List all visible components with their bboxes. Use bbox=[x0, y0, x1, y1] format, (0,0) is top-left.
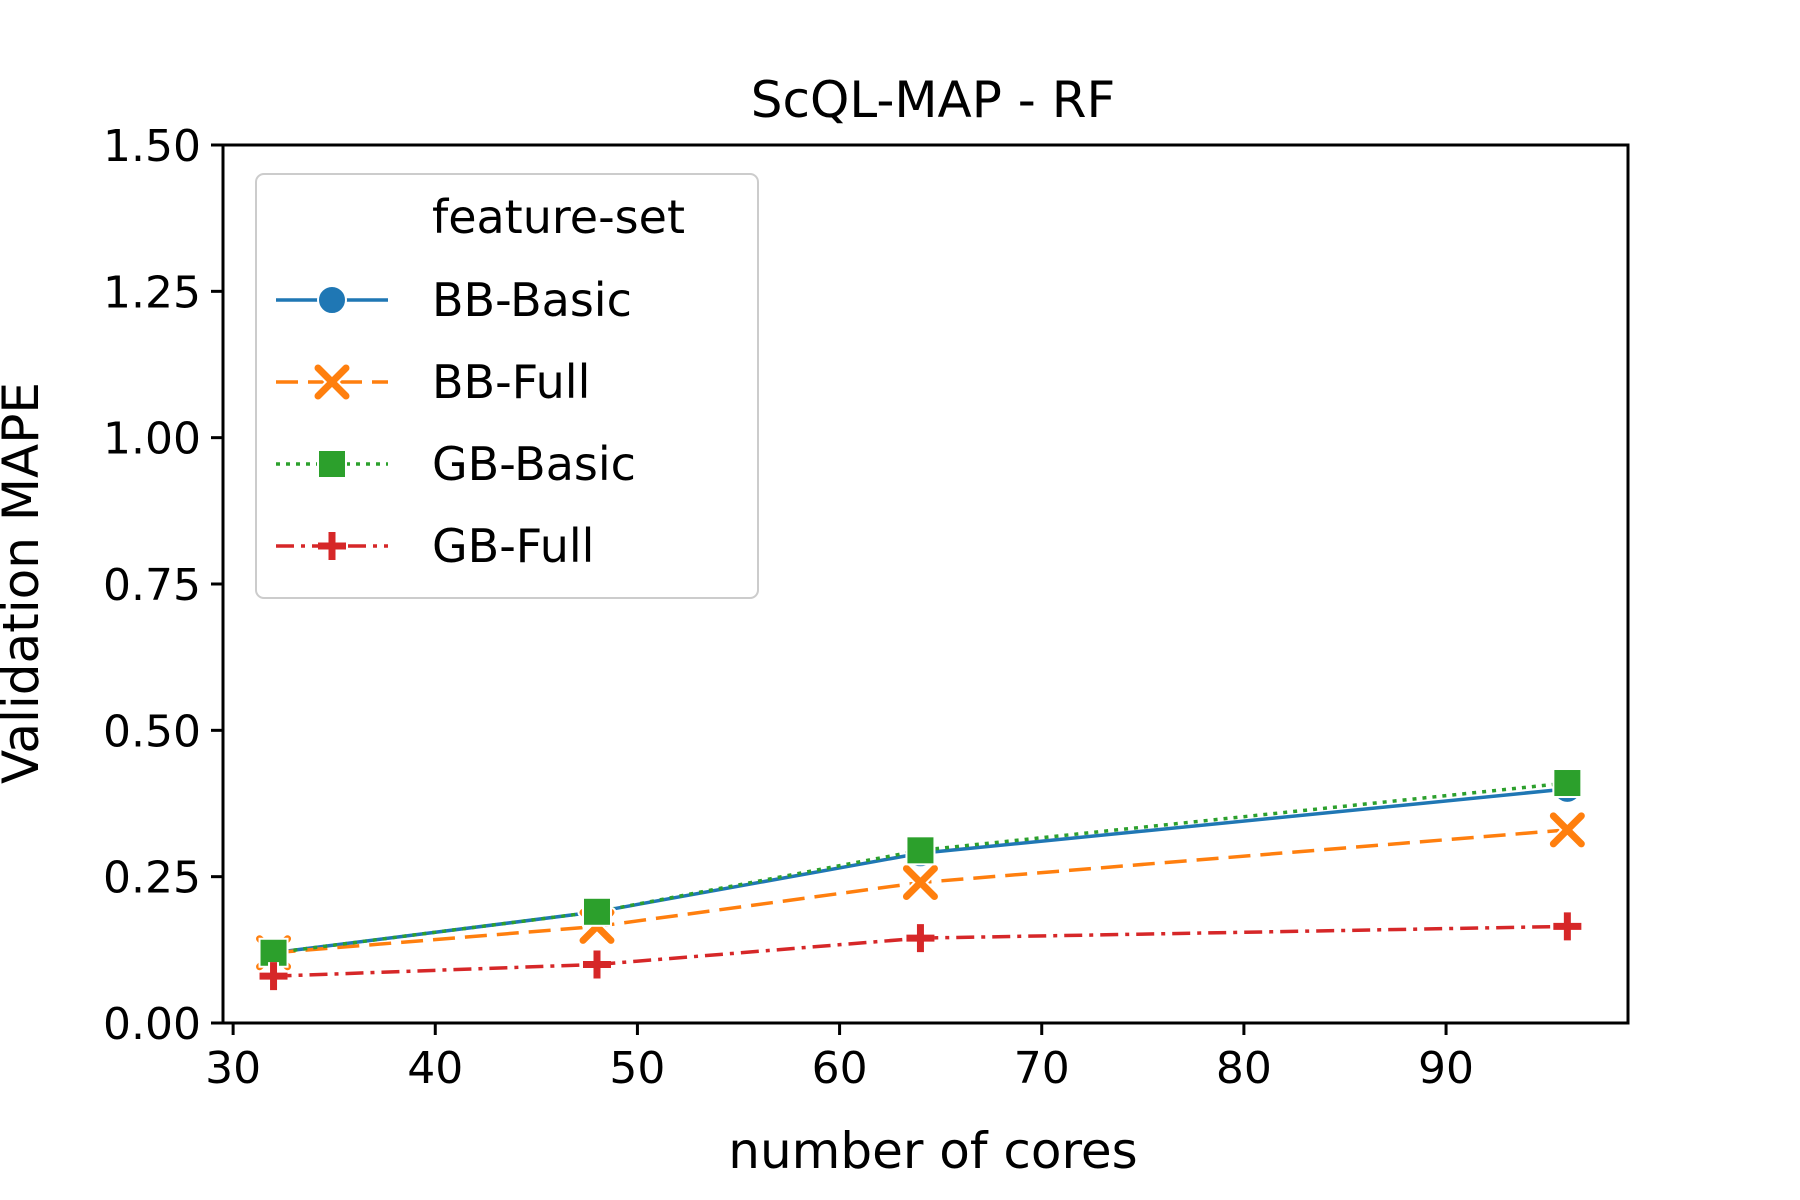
series-line-gb-basic bbox=[273, 781, 1568, 955]
legend-label-bb-full: BB-Full bbox=[432, 355, 590, 409]
series-line-bb-full bbox=[273, 828, 1568, 955]
plot-frame bbox=[221, 143, 1630, 1025]
legend-title: feature-set bbox=[432, 190, 685, 244]
x-axis: 30 40 50 60 70 80 90 bbox=[205, 1023, 1474, 1094]
chart-title: ScQL-MAP - RF bbox=[751, 71, 1115, 129]
series-line-gb-full bbox=[273, 924, 1568, 978]
y-tick-label: 1.25 bbox=[103, 267, 201, 318]
data-point-gb-full bbox=[259, 962, 288, 991]
data-point-bb-full bbox=[1547, 810, 1587, 850]
y-tick-label: 0.25 bbox=[103, 853, 201, 904]
y-tick-label: 0.00 bbox=[103, 999, 201, 1050]
x-tick-label: 30 bbox=[205, 1043, 261, 1094]
x-tick-label: 40 bbox=[407, 1043, 463, 1094]
data-point-gb-basic bbox=[1552, 768, 1583, 799]
y-tick-label: 1.00 bbox=[103, 414, 201, 465]
y-tick-label: 0.50 bbox=[103, 706, 201, 757]
y-tick-label: 1.50 bbox=[103, 121, 201, 172]
legend-marker-gb-full bbox=[318, 532, 346, 560]
legend-frame bbox=[255, 173, 759, 599]
legend-label-gb-basic: GB-Basic bbox=[432, 437, 636, 491]
legend-label-bb-basic: BB-Basic bbox=[432, 273, 632, 327]
y-axis-label: Validation MAPE bbox=[0, 382, 50, 784]
legend-marker-bb-basic bbox=[317, 285, 347, 315]
data-point-gb-full bbox=[906, 924, 935, 953]
x-axis-label: number of cores bbox=[728, 1122, 1137, 1180]
x-tick-label: 80 bbox=[1216, 1043, 1272, 1094]
x-tick-label: 60 bbox=[812, 1043, 868, 1094]
legend-marker-gb-basic bbox=[317, 449, 347, 479]
data-point-gb-basic bbox=[905, 835, 936, 866]
data-point-gb-basic bbox=[581, 896, 612, 927]
legend-label-gb-full: GB-Full bbox=[432, 519, 594, 573]
plot-area bbox=[254, 768, 1587, 991]
data-point-gb-full bbox=[582, 950, 611, 979]
y-tick-label: 0.75 bbox=[103, 560, 201, 611]
legend-entries: BB-Basic BB-Full GB-Basic GB-Full bbox=[276, 273, 636, 573]
data-point-gb-full bbox=[1553, 912, 1582, 941]
x-tick-label: 90 bbox=[1418, 1043, 1474, 1094]
y-axis: 0.00 0.25 0.50 0.75 1.00 1.25 1.50 bbox=[103, 121, 223, 1050]
data-point-bb-full bbox=[900, 863, 940, 903]
x-tick-label: 70 bbox=[1014, 1043, 1070, 1094]
legend: feature-set BB-Basic BB-Full GB-Basic GB-Fu… bbox=[255, 173, 759, 599]
legend-marker-bb-full bbox=[312, 362, 352, 402]
x-tick-label: 50 bbox=[609, 1043, 665, 1094]
